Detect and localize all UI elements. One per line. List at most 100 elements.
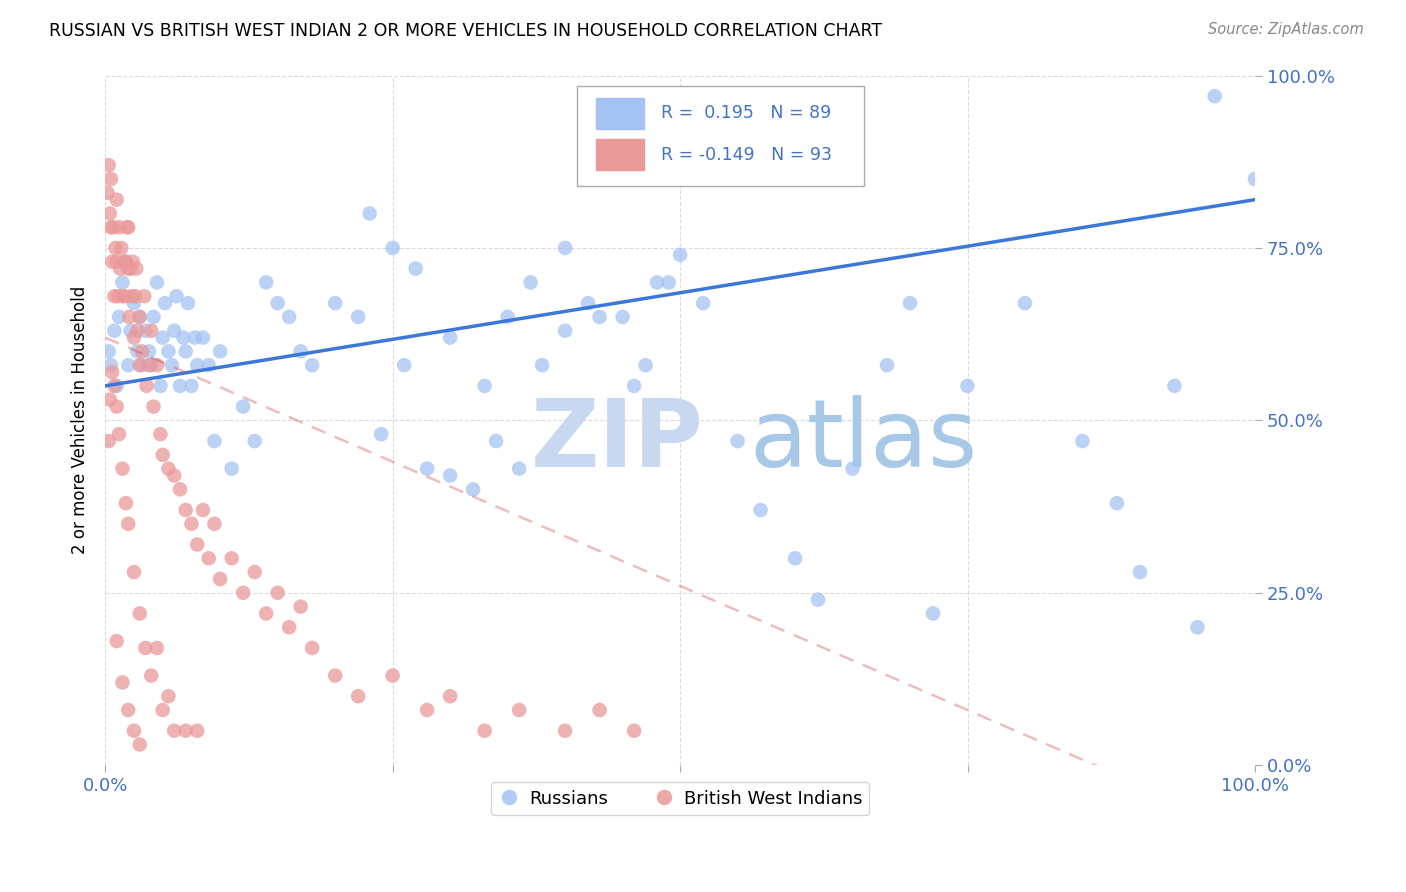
Point bbox=[232, 400, 254, 414]
Point bbox=[117, 358, 139, 372]
Point bbox=[727, 434, 749, 448]
Point bbox=[174, 723, 197, 738]
Point bbox=[115, 254, 138, 268]
Point bbox=[105, 379, 128, 393]
Point bbox=[111, 461, 134, 475]
Point bbox=[807, 592, 830, 607]
Point bbox=[254, 276, 277, 290]
Point bbox=[141, 324, 163, 338]
Point bbox=[149, 427, 172, 442]
Point bbox=[266, 296, 288, 310]
Point bbox=[266, 586, 288, 600]
Point bbox=[1105, 496, 1128, 510]
Point bbox=[97, 344, 120, 359]
Point bbox=[108, 220, 131, 235]
Point bbox=[381, 668, 404, 682]
Point bbox=[1187, 620, 1209, 634]
Point bbox=[157, 344, 180, 359]
Point bbox=[96, 186, 118, 200]
Point bbox=[153, 296, 176, 310]
Point bbox=[131, 358, 153, 372]
Point bbox=[120, 261, 142, 276]
Point bbox=[177, 296, 200, 310]
Point bbox=[152, 448, 174, 462]
Point bbox=[1071, 434, 1094, 448]
Point bbox=[531, 358, 554, 372]
Point bbox=[160, 358, 183, 372]
Point bbox=[108, 310, 131, 324]
Point bbox=[111, 276, 134, 290]
Y-axis label: 2 or more Vehicles in Household: 2 or more Vehicles in Household bbox=[72, 286, 89, 555]
Point bbox=[135, 379, 157, 393]
Point bbox=[124, 289, 146, 303]
Point bbox=[122, 565, 145, 579]
Point bbox=[103, 379, 125, 393]
Point bbox=[169, 379, 191, 393]
Point bbox=[623, 723, 645, 738]
Point bbox=[122, 723, 145, 738]
Point bbox=[841, 461, 863, 475]
Point bbox=[474, 723, 496, 738]
Point bbox=[103, 289, 125, 303]
Point bbox=[157, 690, 180, 704]
Point bbox=[134, 289, 156, 303]
Point bbox=[243, 434, 266, 448]
Point bbox=[669, 248, 692, 262]
FancyBboxPatch shape bbox=[576, 86, 865, 186]
Point bbox=[105, 634, 128, 648]
Point bbox=[576, 296, 599, 310]
Point bbox=[103, 220, 125, 235]
Point bbox=[131, 344, 153, 359]
Point bbox=[180, 379, 202, 393]
Point bbox=[101, 254, 124, 268]
Point bbox=[120, 324, 142, 338]
Point bbox=[347, 310, 370, 324]
Point bbox=[122, 296, 145, 310]
Point bbox=[278, 620, 301, 634]
Point bbox=[186, 537, 208, 551]
Point bbox=[115, 254, 138, 268]
Point bbox=[152, 703, 174, 717]
Point bbox=[370, 427, 392, 442]
Point bbox=[149, 379, 172, 393]
Point bbox=[111, 289, 134, 303]
Point bbox=[101, 365, 124, 379]
Point bbox=[232, 586, 254, 600]
Point bbox=[956, 379, 979, 393]
Point bbox=[100, 220, 122, 235]
Point bbox=[134, 324, 156, 338]
Point bbox=[191, 330, 214, 344]
Point bbox=[103, 324, 125, 338]
Point bbox=[749, 503, 772, 517]
Point bbox=[117, 703, 139, 717]
Point bbox=[392, 358, 415, 372]
Point bbox=[1014, 296, 1036, 310]
Point bbox=[163, 324, 186, 338]
Point bbox=[115, 220, 138, 235]
Text: R = -0.149   N = 93: R = -0.149 N = 93 bbox=[661, 145, 831, 164]
Point bbox=[347, 690, 370, 704]
Point bbox=[1129, 565, 1152, 579]
Point bbox=[554, 723, 576, 738]
Point bbox=[105, 400, 128, 414]
Point bbox=[121, 289, 143, 303]
Point bbox=[146, 276, 169, 290]
Point bbox=[169, 483, 191, 497]
Point bbox=[1204, 89, 1226, 103]
Point bbox=[898, 296, 921, 310]
Point bbox=[922, 607, 945, 621]
Point bbox=[209, 572, 232, 586]
Point bbox=[243, 565, 266, 579]
Point bbox=[254, 607, 277, 621]
Point bbox=[623, 379, 645, 393]
Point bbox=[191, 503, 214, 517]
Point bbox=[876, 358, 898, 372]
Point bbox=[100, 358, 122, 372]
Point bbox=[97, 434, 120, 448]
Point bbox=[186, 358, 208, 372]
Point bbox=[416, 703, 439, 717]
Point bbox=[97, 158, 120, 172]
Point bbox=[186, 723, 208, 738]
Point bbox=[105, 254, 128, 268]
Point bbox=[115, 496, 138, 510]
